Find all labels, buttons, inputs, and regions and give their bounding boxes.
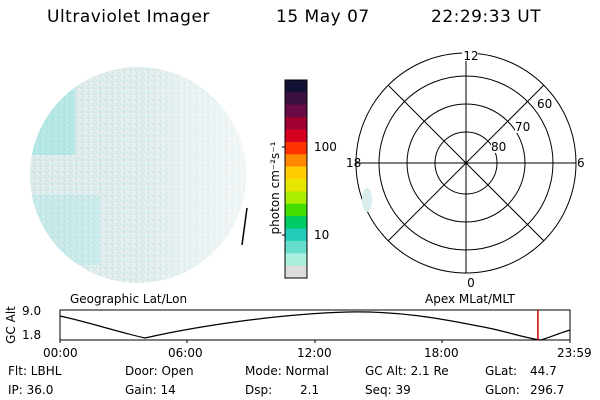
colorbar-tick-100: 100 (314, 140, 337, 154)
dsp-label: Dsp: (245, 383, 273, 397)
colorbar-stripe (285, 191, 307, 205)
filter-info: Flt: LBHL (8, 364, 62, 378)
polar-plot: 12 18 6 0 60 70 80 (346, 50, 585, 290)
mlt-label-6: 6 (577, 156, 585, 170)
colorbar-stripe (285, 104, 307, 118)
timeline-xtick-2359: 23:59 (557, 346, 592, 360)
glon-value: 296.7 (530, 383, 565, 397)
mlat-label-60: 60 (537, 97, 552, 111)
direction-marker (241, 207, 248, 246)
app-title: Ultraviolet Imager (47, 7, 210, 27)
dsp-value: 2.1 (300, 383, 320, 397)
door-info: Door: Open (125, 364, 194, 378)
colorbar-stripe (285, 203, 307, 217)
colorbar-stripe (285, 117, 307, 131)
auroral-image (30, 67, 248, 283)
gc-alt-info: GC Alt: 2.1 Re (365, 364, 449, 378)
glat-value: 44.7 (530, 364, 557, 378)
timeline-xtick-0600: 06:00 (168, 346, 203, 360)
gain-info: Gain: 14 (125, 383, 176, 397)
timeline-plot (59, 309, 571, 343)
colorbar-stripe (285, 141, 307, 155)
timeline-xtick-0000: 00:00 (43, 346, 78, 360)
timeline-xtick-1800: 18:00 (424, 346, 459, 360)
colorbar-stripe (285, 80, 307, 93)
colorbar-stripe (285, 240, 307, 254)
mode-info: Mode: Normal (245, 364, 329, 378)
glon-label: GLon: (485, 383, 520, 397)
colorbar-stripe (285, 253, 307, 267)
colorbar-stripe (285, 166, 307, 180)
time-label: 22:29:33 UT (431, 7, 542, 27)
timeline-left-title: Geographic Lat/Lon (70, 292, 188, 306)
timeline-ytick-9: 9.0 (22, 304, 42, 318)
mlat-label-80: 80 (491, 140, 506, 154)
timeline-right-title: Apex MLat/MLT (425, 292, 515, 306)
emission-spot (362, 188, 372, 212)
orbit-altitude-curve (59, 311, 571, 341)
colorbar-stripe (285, 92, 307, 106)
colorbar-stripe (285, 129, 307, 143)
date-label: 15 May 07 (276, 7, 370, 27)
ip-info: IP: 36.0 (8, 383, 54, 397)
colorbar (282, 79, 308, 279)
timeline-ylabel: GC Alt (4, 306, 18, 344)
mlt-label-18: 18 (346, 156, 361, 170)
seq-info: Seq: 39 (365, 383, 411, 397)
colorbar-tick-10: 10 (314, 228, 330, 242)
colorbar-stripe (285, 265, 307, 279)
polar-diagonal-2 (387, 84, 545, 242)
timeline-ytick-1-8: 1.8 (22, 328, 42, 342)
colorbar-stripe (285, 228, 307, 242)
colorbar-stripe (285, 154, 307, 168)
timeline-xtick-1200: 12:00 (297, 346, 332, 360)
mlt-label-12: 12 (463, 50, 478, 63)
glat-label: GLat: (485, 364, 518, 378)
mlat-label-70: 70 (515, 120, 530, 134)
mlt-label-0: 0 (467, 276, 475, 290)
colorbar-unit-label: photon cm⁻²s⁻¹ (268, 141, 282, 235)
colorbar-stripe (285, 216, 307, 230)
colorbar-stripe (285, 179, 307, 192)
